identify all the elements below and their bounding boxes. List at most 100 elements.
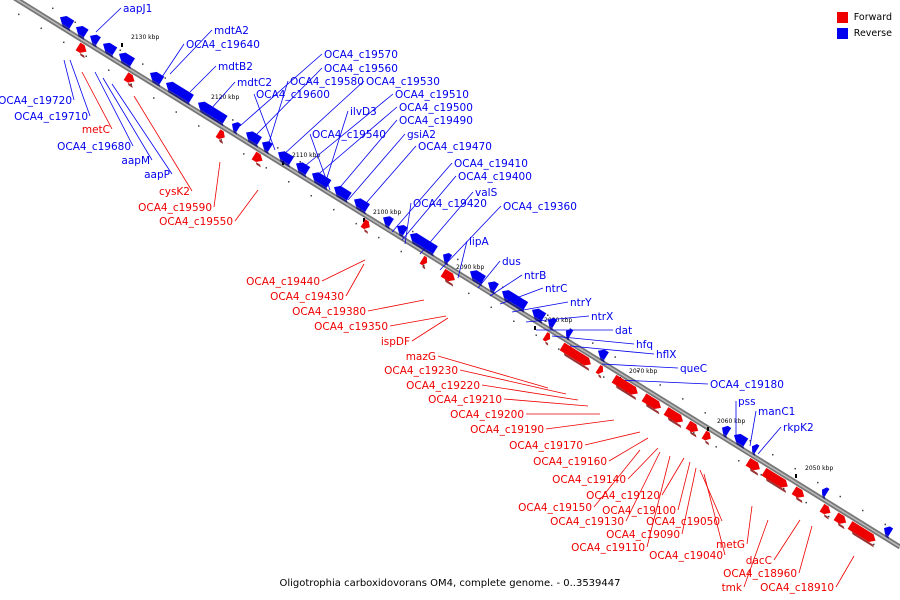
- forward-gene-label: OCA4_c19380: [292, 306, 366, 318]
- reverse-gene: [734, 433, 749, 450]
- reverse-gene: [166, 81, 194, 106]
- forward-gene: [215, 129, 225, 144]
- reverse-gene-label: OCA4_c19510: [395, 89, 469, 101]
- forward-gene: [745, 457, 760, 476]
- forward-gene-label: OCA4_c19120: [586, 490, 660, 502]
- forward-gene: [440, 268, 455, 287]
- reverse-gene: [488, 281, 499, 295]
- reverse-gene-label: queC: [680, 363, 707, 375]
- forward-gene: [663, 407, 683, 429]
- forward-gene-label: dacC: [746, 555, 772, 567]
- reverse-gene-label: OCA4_c19410: [454, 158, 528, 170]
- reverse-gene-label: mdtA2: [214, 25, 249, 37]
- reverse-gene-label: lipA: [469, 236, 489, 248]
- forward-gene-label: OCA4_c19110: [571, 542, 645, 554]
- reverse-gene: [103, 42, 118, 58]
- reverse-gene: [752, 444, 760, 456]
- forward-gene: [559, 342, 591, 371]
- forward-gene-label: OCA4_c19170: [509, 440, 583, 452]
- forward-gene-label: cysK2: [159, 186, 190, 198]
- tick-label: 2120 kbp: [211, 94, 239, 101]
- reverse-gene: [198, 101, 228, 127]
- reverse-gene: [397, 224, 408, 239]
- reverse-gene: [354, 198, 370, 215]
- genome-caption: Oligotrophia carboxidovorans OM4, comple…: [279, 578, 621, 589]
- legend-swatch-forward: [836, 11, 848, 23]
- forward-gene-label: OCA4_c18910: [760, 582, 834, 594]
- reverse-gene-label: aapM: [121, 155, 150, 167]
- forward-gene: [701, 430, 711, 446]
- reverse-gene-label: ilvD3: [350, 106, 377, 118]
- forward-gene-label: OCA4_c19130: [550, 516, 624, 528]
- reverse-gene: [822, 487, 830, 500]
- reverse-gene: [502, 290, 529, 313]
- forward-gene-label: OCA4_c19090: [606, 529, 680, 541]
- reverse-gene-label: aapJ1: [123, 3, 152, 15]
- reverse-gene: [262, 141, 273, 155]
- reverse-gene-label: valS: [475, 187, 498, 199]
- tick-label: 2130 kbp: [131, 34, 159, 41]
- forward-gene: [360, 219, 370, 234]
- gene-labels: aapJ1 mdtA2 OCA4_c19640 mdtB2 mdtC2 OCA4_c195…: [0, 3, 834, 594]
- forward-gene-label: OCA4_c19210: [428, 394, 502, 406]
- reverse-gene-label: ntrY: [570, 297, 592, 309]
- reverse-gene-label: OCA4_c19600: [256, 89, 330, 101]
- forward-gene-label: OCA4_c19150: [518, 502, 592, 514]
- forward-gene-label: OCA4_c19350: [314, 321, 388, 333]
- reverse-gene-label: ntrX: [591, 311, 613, 323]
- reverse-gene-label: pss: [738, 396, 756, 408]
- forward-gene: [819, 503, 831, 520]
- forward-gene-label: OCA4_c19550: [159, 216, 233, 228]
- tick-label: 2100 kbp: [373, 209, 401, 216]
- forward-gene: [833, 512, 847, 530]
- forward-gene: [419, 255, 428, 270]
- reverse-gene: [90, 34, 101, 48]
- forward-gene-label: OCA4_c19230: [384, 365, 458, 377]
- forward-gene-label: tmk: [722, 582, 743, 594]
- reverse-gene-label: OCA4_c19580: [290, 76, 364, 88]
- reverse-gene-label: hfq: [636, 339, 653, 351]
- tick-labels: 2130 kbp 2120 kbp 2110 kbp 2100 kbp 2090 kbp…: [121, 34, 833, 478]
- reverse-gene-label: dat: [615, 325, 632, 337]
- forward-gene-label: OCA4_c19440: [246, 276, 320, 288]
- forward-gene: [847, 521, 876, 548]
- reverse-gene-label: ntrC: [545, 283, 567, 295]
- reverse-gene-label: aapP: [144, 169, 170, 181]
- reverse-gene: [722, 425, 732, 439]
- reverse-gene-label: OCA4_c19420: [413, 198, 487, 210]
- reverse-gene-label: OCA4_c19180: [710, 379, 784, 391]
- forward-gene: [123, 72, 135, 89]
- forward-gene: [251, 151, 263, 168]
- gene-features: [60, 16, 894, 548]
- forward-gene-label: OCA4_c19050: [646, 516, 720, 528]
- reverse-gene-label: ntrB: [524, 270, 546, 282]
- reverse-gene: [119, 52, 135, 69]
- forward-gene: [542, 332, 551, 346]
- reverse-gene-label: hflX: [656, 349, 676, 361]
- forward-gene-label: OCA4_c19140: [552, 474, 626, 486]
- reverse-gene: [246, 131, 262, 148]
- forward-gene-label: OCA4_c19190: [470, 424, 544, 436]
- reverse-gene-label: OCA4_c19360: [503, 201, 577, 213]
- reverse-gene-label: OCA4_c19640: [186, 39, 260, 51]
- reverse-gene: [443, 252, 453, 266]
- legend-label-reverse: Reverse: [853, 27, 892, 39]
- legend-swatch-reverse: [836, 27, 848, 39]
- reverse-gene: [334, 185, 352, 204]
- forward-gene-label: mazG: [406, 351, 436, 363]
- reverse-gene-label: gsiA2: [407, 129, 436, 141]
- reverse-gene-label: OCA4_c19540: [312, 129, 386, 141]
- forward-gene-label: OCA4_c18960: [723, 568, 797, 580]
- reverse-gene: [598, 349, 609, 363]
- reverse-gene-label: OCA4_c19470: [418, 141, 492, 153]
- forward-gene-label: OCA4_c19040: [649, 550, 723, 562]
- forward-gene-label: metC: [82, 124, 110, 136]
- reverse-gene-label: dus: [502, 256, 521, 268]
- forward-gene: [685, 420, 699, 438]
- reverse-gene: [548, 318, 558, 331]
- forward-gene: [761, 467, 788, 494]
- forward-gene: [641, 393, 661, 415]
- legend-item-forward: Forward: [836, 9, 892, 25]
- tick-label: 2080 kbp: [544, 317, 572, 324]
- legend-item-reverse: Reverse: [836, 25, 892, 41]
